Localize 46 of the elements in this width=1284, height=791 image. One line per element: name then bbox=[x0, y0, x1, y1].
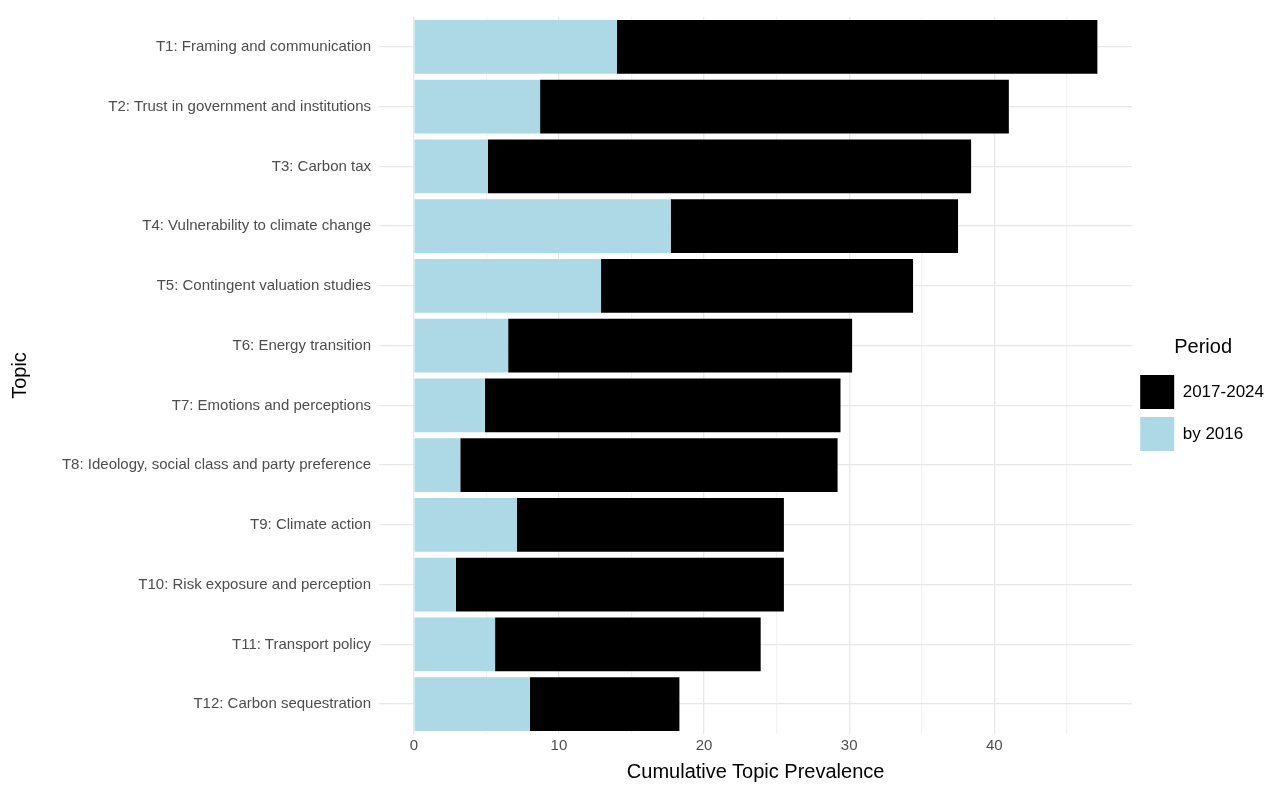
bar bbox=[414, 677, 530, 732]
bar bbox=[414, 139, 488, 194]
x-tick-label: 0 bbox=[409, 736, 418, 754]
bar bbox=[460, 438, 838, 493]
legend-label: by 2016 bbox=[1182, 423, 1244, 443]
y-tick-label: T12: Carbon sequestration bbox=[193, 694, 371, 712]
y-tick-label: T6: Energy transition bbox=[232, 335, 371, 353]
y-tick-label: T9: Climate action bbox=[250, 515, 371, 533]
bar bbox=[414, 199, 671, 254]
x-tick-label: 40 bbox=[985, 736, 1003, 754]
legend-label: 2017-2024 bbox=[1182, 381, 1265, 401]
bar bbox=[670, 199, 959, 254]
bar bbox=[414, 497, 517, 552]
y-tick-label: T11: Transport policy bbox=[232, 634, 372, 652]
bar bbox=[414, 79, 541, 134]
bar bbox=[487, 139, 972, 194]
bar bbox=[540, 79, 1009, 134]
y-tick-label: T7: Emotions and perceptions bbox=[171, 395, 371, 413]
bar bbox=[414, 258, 602, 313]
bar bbox=[414, 19, 618, 74]
y-tick-label: T5: Contingent valuation studies bbox=[156, 276, 371, 294]
y-tick-label: T10: Risk exposure and perception bbox=[138, 574, 371, 592]
bar bbox=[516, 497, 784, 552]
x-tick-label: 10 bbox=[550, 736, 568, 754]
legend-title: Period bbox=[1174, 334, 1233, 357]
y-tick-label: T4: Vulnerability to climate change bbox=[142, 216, 371, 234]
bar bbox=[414, 557, 456, 612]
y-tick-label: T1: Framing and communication bbox=[155, 37, 371, 55]
x-tick-label: 20 bbox=[695, 736, 713, 754]
bar bbox=[508, 318, 853, 373]
bar bbox=[414, 318, 509, 373]
bar bbox=[495, 617, 761, 672]
bar bbox=[414, 617, 496, 672]
bar bbox=[414, 378, 485, 433]
y-tick-label: T3: Carbon tax bbox=[271, 156, 372, 174]
y-tick-label: T8: Ideology, social class and party preference bbox=[61, 455, 371, 473]
bar bbox=[484, 378, 841, 433]
bar bbox=[617, 19, 1098, 74]
y-tick-label: T2: Trust in government and institutions bbox=[108, 96, 371, 114]
bar bbox=[601, 258, 914, 313]
x-axis-title: Cumulative Topic Prevalence bbox=[626, 759, 885, 782]
x-tick-label: 30 bbox=[840, 736, 858, 754]
bar bbox=[455, 557, 784, 612]
y-axis-title: Topic bbox=[7, 352, 30, 399]
bar bbox=[529, 677, 680, 732]
bar bbox=[414, 438, 461, 493]
